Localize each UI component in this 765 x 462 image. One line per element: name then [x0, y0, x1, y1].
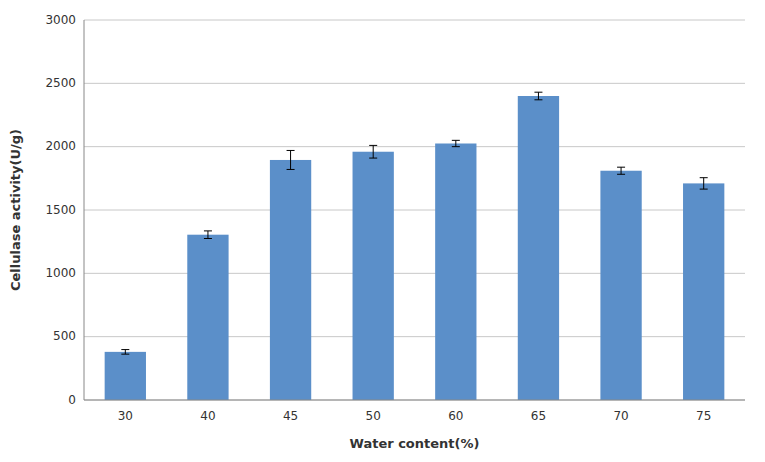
y-tick-label: 3000 — [45, 13, 76, 27]
bar — [105, 352, 146, 400]
x-axis: 30 40 45 50 60 65 70 75 — [118, 409, 712, 423]
x-axis-line — [84, 400, 745, 401]
x-tick-label: 60 — [448, 409, 463, 423]
bar — [435, 144, 476, 401]
y-tick-label: 2500 — [45, 76, 76, 90]
x-tick-label: 70 — [613, 409, 628, 423]
error-bar — [204, 231, 212, 239]
y-tick-label: 500 — [53, 329, 76, 343]
bar — [518, 96, 559, 400]
x-tick-label: 75 — [696, 409, 711, 423]
error-bar — [121, 350, 129, 355]
x-tick-label: 30 — [118, 409, 133, 423]
bar — [353, 152, 394, 400]
y-tick-label: 0 — [68, 393, 76, 407]
x-tick-label: 45 — [283, 409, 298, 423]
y-tick-label: 1000 — [45, 266, 76, 280]
grid — [84, 20, 745, 400]
chart-svg: 0 500 1000 1500 2000 2500 3000 30 40 45 50 60 65 70 75… — [0, 0, 765, 462]
error-bar — [369, 145, 377, 158]
bar — [600, 171, 641, 400]
bar — [683, 183, 724, 400]
x-tick-label: 65 — [531, 409, 546, 423]
y-axis-title: Cellulase activity(U/g) — [8, 129, 23, 291]
x-axis-title: Water content(%) — [350, 436, 480, 451]
error-bar — [452, 140, 460, 146]
error-bar — [617, 167, 625, 174]
grid-line — [84, 20, 745, 21]
grid-line — [84, 400, 745, 401]
grid-line — [84, 210, 745, 211]
error-bar — [287, 150, 295, 169]
bar — [187, 235, 228, 400]
grid-line — [84, 146, 745, 147]
chart-container: 0 500 1000 1500 2000 2500 3000 30 40 45 50 60 65 70 75… — [0, 0, 765, 462]
grid-line — [84, 336, 745, 337]
y-tick-label: 2000 — [45, 139, 76, 153]
x-tick-label: 50 — [366, 409, 381, 423]
grid-line — [84, 273, 745, 274]
y-axis-line — [84, 20, 85, 400]
bars — [105, 92, 725, 400]
error-bar — [534, 92, 542, 100]
bar — [270, 160, 311, 400]
y-tick-label: 1500 — [45, 203, 76, 217]
y-axis: 0 500 1000 1500 2000 2500 3000 — [45, 13, 76, 407]
error-bar — [700, 178, 708, 189]
x-tick-label: 40 — [200, 409, 215, 423]
grid-line — [84, 83, 745, 84]
